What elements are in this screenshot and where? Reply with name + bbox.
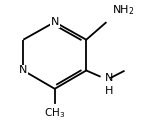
Text: N: N [105,73,113,83]
Text: NH$_2$: NH$_2$ [112,4,134,17]
Text: CH$_3$: CH$_3$ [44,106,65,120]
Text: N: N [51,17,59,27]
Text: H: H [105,86,113,96]
Text: N: N [19,65,27,76]
